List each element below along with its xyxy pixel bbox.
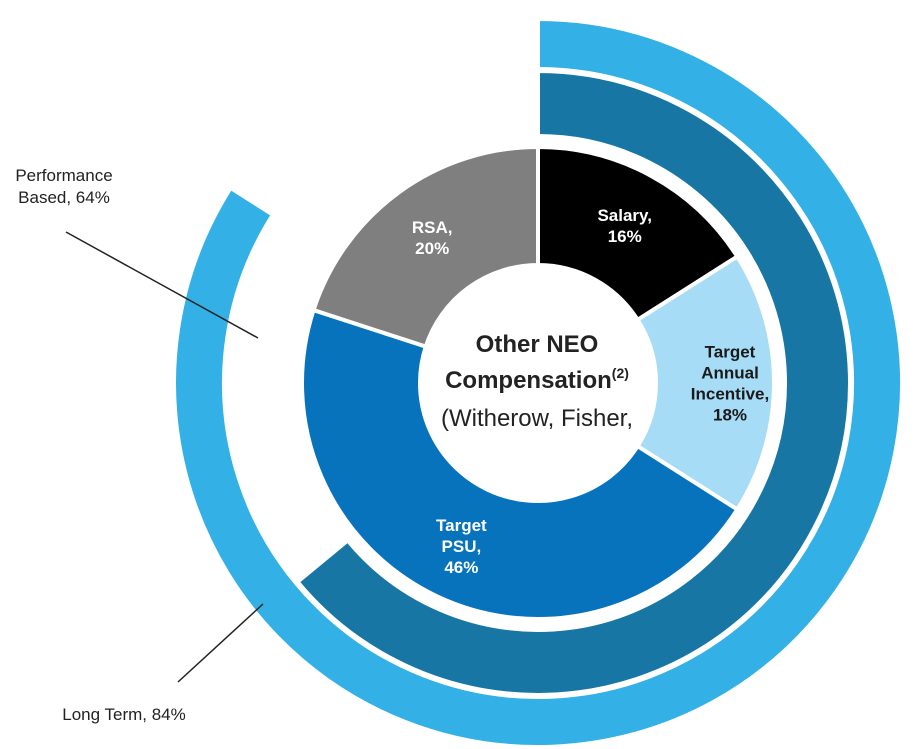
inner-ring xyxy=(300,144,776,621)
ring-performance-based xyxy=(294,68,852,697)
chart-subtitle: (Witherow, Fisher, xyxy=(441,405,633,432)
chart-title-line2: Compensation(2) xyxy=(445,365,629,394)
slice-target-incentive xyxy=(634,253,776,513)
callout-long-term: Long Term, 84% xyxy=(62,603,264,724)
callout-line-long-term xyxy=(177,603,264,683)
callout-label-performance-based: Performance Based, 64% xyxy=(15,166,112,207)
callout-line-performance-based xyxy=(65,231,259,339)
slice-salary-salary xyxy=(536,144,741,323)
slice-label-1: Target Annual Incentive, 18% xyxy=(691,343,769,425)
slice-rsa-rsa xyxy=(311,144,540,350)
title-superscript: (2) xyxy=(612,365,629,381)
slice-labels: Salary, 16% Target Annual Incentive, 18% Targe… xyxy=(412,206,769,577)
outer-rings xyxy=(172,16,904,749)
callout-label-long-term: Long Term, 84% xyxy=(62,705,185,724)
slice-target-psu xyxy=(300,307,741,621)
chart-title: Other NEO xyxy=(476,331,599,358)
slice-label-2: Target PSU, 46% xyxy=(436,516,487,577)
slice-label-3: RSA, 20% xyxy=(412,218,453,258)
slice-label-0: Salary, 16% xyxy=(597,206,652,246)
callout-performance-based: Performance Based, 64% xyxy=(15,166,259,339)
